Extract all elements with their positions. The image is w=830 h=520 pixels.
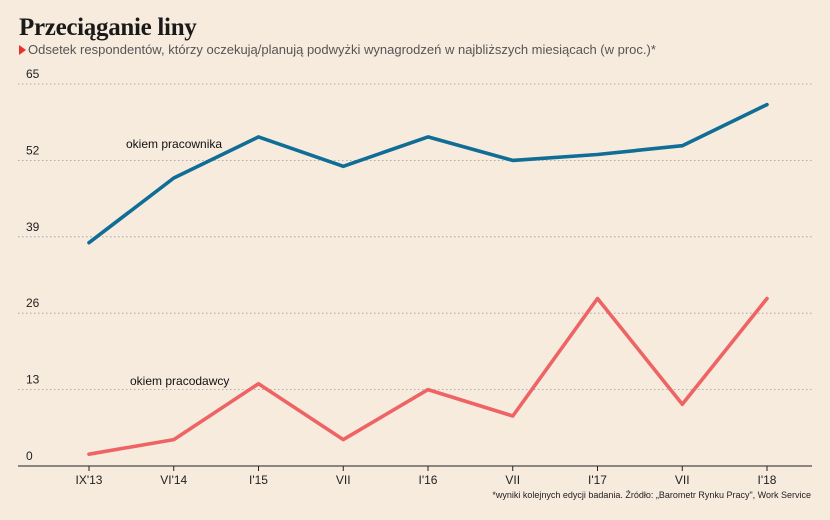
red-triangle-icon: [19, 45, 26, 55]
series-label-pracodawcy: okiem pracodawcy: [130, 374, 229, 388]
x-tick-label: I'15: [249, 473, 268, 487]
subtitle-text: Odsetek respondentów, którzy oczekują/pl…: [28, 42, 656, 57]
gridlines: [18, 83, 812, 467]
y-tick-label-0: 0: [26, 449, 33, 463]
source-footnote: *wyniki kolejnych edycji badania. Źródło…: [492, 490, 811, 500]
series-lines: [87, 102, 769, 457]
x-tick-label: I'17: [588, 473, 607, 487]
series-labels: okiem pracownika okiem pracodawcy: [126, 137, 229, 388]
y-tick-label-39: 39: [26, 220, 40, 234]
chart-title: Przeciąganie liny: [19, 14, 197, 41]
x-tick-label: I'18: [758, 473, 777, 487]
x-tick-label: I'16: [419, 473, 438, 487]
x-tick-label: IX'13: [76, 473, 103, 487]
series-label-pracownika: okiem pracownika: [126, 137, 222, 151]
y-tick-label-65: 65: [26, 67, 40, 81]
y-tick-label-52: 52: [26, 143, 40, 157]
x-tick-label: VII: [675, 473, 690, 487]
x-axis-ticks: IX'13 VI'14 I'15 VII I'16 VII I'17 VII I'18: [76, 466, 777, 487]
y-tick-label-13: 13: [26, 373, 40, 387]
x-tick-label: VI'14: [160, 473, 187, 487]
series-line-pracodawcy: [87, 296, 769, 457]
x-tick-label: VII: [336, 473, 351, 487]
y-axis-ticks: 0 13 26 39 52 65: [26, 67, 40, 463]
x-tick-label: VII: [505, 473, 520, 487]
y-tick-label-26: 26: [26, 296, 40, 310]
chart-subtitle: Odsetek respondentów, którzy oczekują/pl…: [19, 42, 656, 57]
series-line-pracownika: [87, 102, 769, 245]
